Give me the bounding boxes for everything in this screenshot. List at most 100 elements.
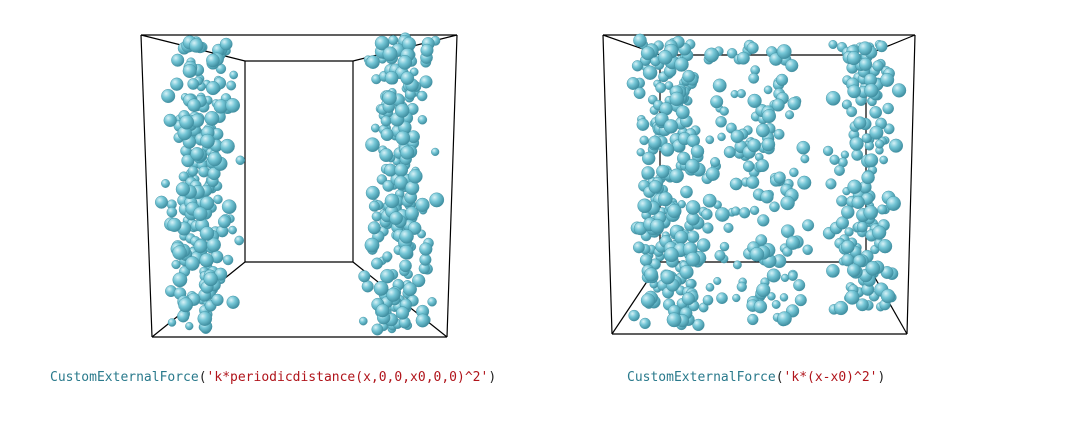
left-panel: CustomExternalForce('k*periodicdistance(… (50, 32, 496, 385)
particle (834, 165, 845, 176)
simulation-box-right (602, 33, 916, 335)
particle (366, 55, 380, 69)
particle (685, 158, 700, 174)
particle (427, 297, 437, 307)
particle (723, 222, 734, 233)
particle (794, 294, 807, 307)
particle (787, 96, 801, 111)
particle (875, 139, 885, 149)
particle (358, 316, 368, 326)
particle (702, 193, 717, 208)
particle (692, 318, 705, 332)
particle (710, 95, 724, 109)
particle (405, 206, 420, 221)
particle (729, 177, 743, 191)
particle (865, 260, 881, 276)
particle (712, 78, 727, 93)
particle (702, 222, 714, 234)
particle (785, 110, 795, 120)
caption-left: CustomExternalForce('k*periodicdistance(… (50, 370, 496, 385)
particle (746, 41, 759, 54)
particle (178, 171, 189, 182)
particle (644, 267, 659, 282)
particle (780, 224, 795, 238)
particle (228, 225, 237, 235)
particle (382, 46, 398, 62)
particle (886, 196, 901, 211)
particle (746, 175, 760, 189)
caption-right: CustomExternalForce('k*(x-x0)^2') (627, 370, 885, 385)
particle (193, 239, 208, 254)
particle (705, 283, 715, 292)
particle (187, 78, 199, 90)
particle (892, 83, 907, 98)
particle (844, 227, 854, 237)
particle (793, 279, 806, 292)
particle (669, 91, 685, 107)
particle (639, 135, 649, 146)
particle (736, 51, 750, 65)
simulation-box-left (140, 32, 458, 338)
particle (375, 303, 390, 318)
particle (394, 163, 409, 177)
particle (732, 293, 741, 303)
particle (185, 322, 194, 331)
particle (633, 33, 647, 48)
particle (395, 103, 410, 118)
particle (640, 46, 655, 61)
particle (833, 300, 849, 316)
particle (205, 81, 220, 96)
particle (675, 105, 690, 120)
particle (380, 115, 392, 127)
particle (777, 311, 792, 326)
particle (847, 84, 861, 99)
particle (861, 170, 875, 185)
particle (649, 218, 665, 234)
particle (374, 35, 390, 51)
particle (358, 270, 371, 283)
particle (855, 298, 869, 312)
particle (631, 60, 644, 72)
particle (415, 197, 430, 213)
particle (161, 88, 176, 103)
particle (705, 135, 715, 145)
particle (379, 148, 394, 163)
particle (681, 292, 695, 306)
particle (769, 201, 780, 213)
particle (380, 128, 394, 142)
particle (849, 136, 864, 151)
caption-right-expression: 'k*(x-x0)^2' (783, 370, 878, 385)
particle (641, 151, 656, 166)
particle (844, 290, 860, 305)
particle (669, 168, 684, 184)
particle (229, 70, 238, 80)
particle (648, 135, 662, 150)
particle (415, 313, 430, 328)
particle (207, 151, 223, 167)
left-edge (140, 34, 153, 338)
particle (840, 239, 855, 254)
particle (417, 90, 428, 102)
particle (382, 179, 395, 192)
particle (846, 263, 861, 278)
particle (219, 138, 235, 154)
particle (667, 203, 682, 219)
particle (682, 69, 695, 83)
particle (756, 282, 771, 298)
particle (177, 310, 190, 323)
particle (163, 113, 177, 128)
particle (419, 242, 433, 256)
caption-right-close: ) (877, 370, 886, 385)
particle (666, 312, 682, 328)
particle (219, 37, 233, 51)
particle (757, 214, 770, 227)
particle (780, 273, 790, 283)
particle (636, 118, 650, 131)
particle (836, 216, 850, 230)
particle (398, 244, 414, 260)
particle (883, 123, 895, 135)
particle (197, 311, 213, 326)
particle (872, 225, 887, 240)
particle (847, 179, 862, 195)
particle (419, 75, 433, 89)
